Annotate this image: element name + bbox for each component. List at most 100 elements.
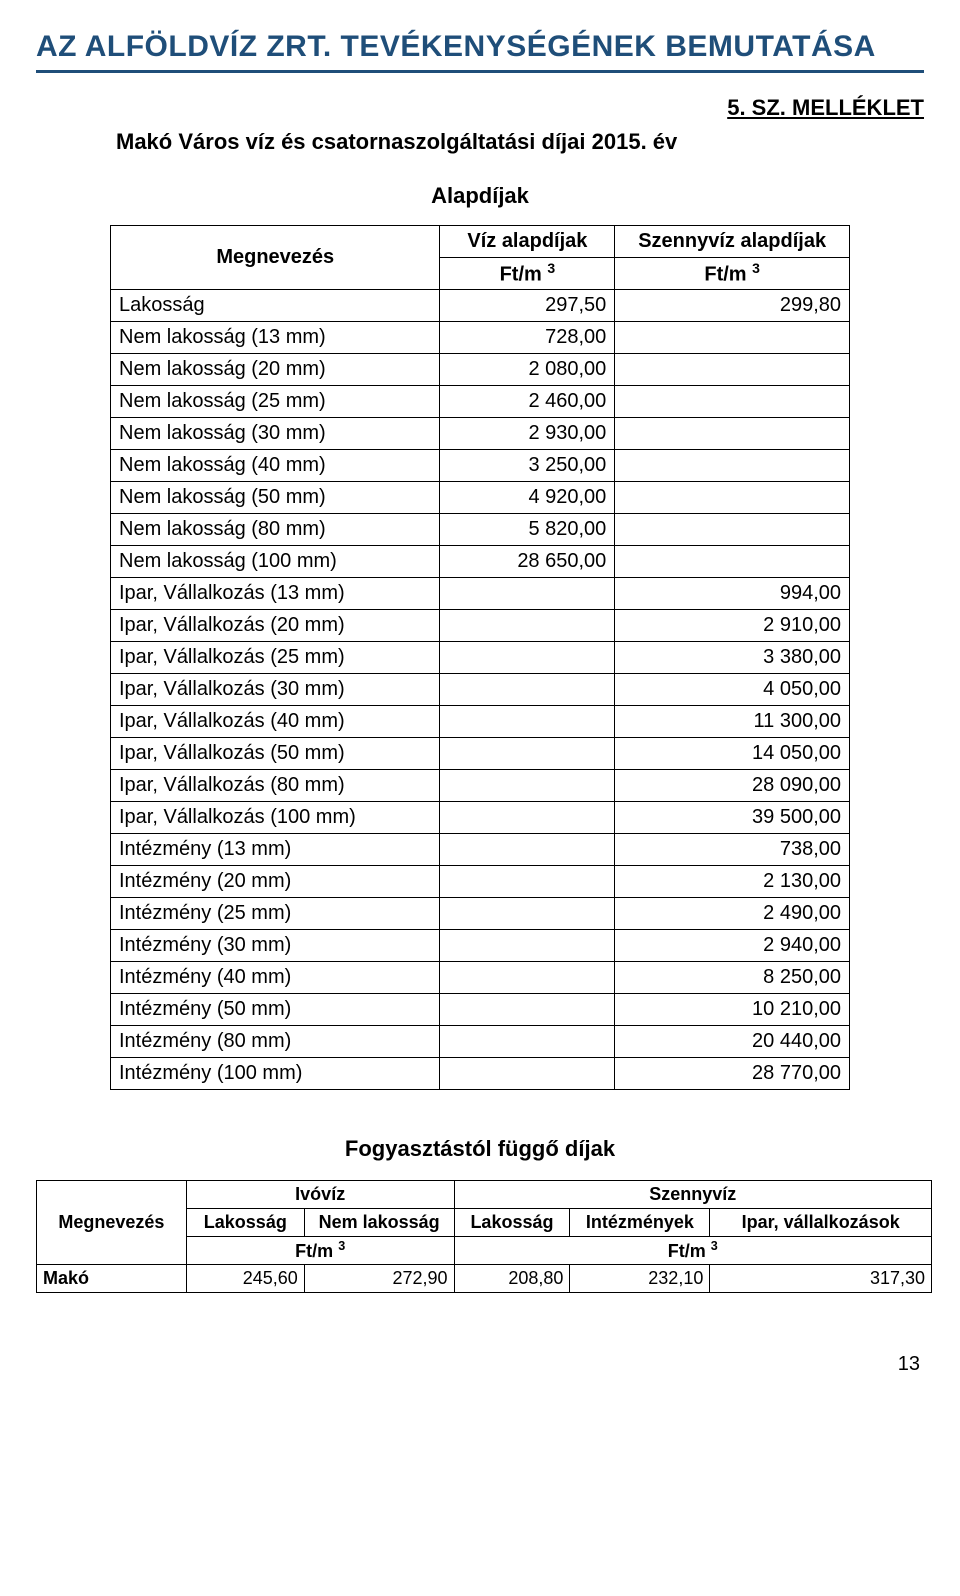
viz-value: 2 460,00 — [440, 386, 615, 418]
col-szenny-unit: Ft/m 3 — [615, 258, 850, 290]
cons-col-intezmenyek: Intézmények — [570, 1209, 710, 1237]
row-label: Ipar, Vállalkozás (100 mm) — [111, 802, 440, 834]
row-label: Intézmény (30 mm) — [111, 930, 440, 962]
szennyviz-value: 28 770,00 — [615, 1058, 850, 1090]
cons-group-ivoviz: Ivóvíz — [186, 1181, 454, 1209]
cons-col-lakossag-1: Lakosság — [186, 1209, 304, 1237]
row-label: Lakosság — [111, 290, 440, 322]
col-viz-unit: Ft/m 3 — [440, 258, 615, 290]
cons-col-lakossag-2: Lakosság — [454, 1209, 570, 1237]
table-row: Ipar, Vállalkozás (13 mm) 994,00 — [111, 578, 850, 610]
szennyviz-value — [615, 354, 850, 386]
szennyviz-value: 10 210,00 — [615, 994, 850, 1026]
szennyviz-value: 2 130,00 — [615, 866, 850, 898]
szennyviz-value: 2 490,00 — [615, 898, 850, 930]
row-label: Intézmény (13 mm) — [111, 834, 440, 866]
row-label: Intézmény (50 mm) — [111, 994, 440, 1026]
page-title: AZ ALFÖLDVÍZ ZRT. TEVÉKENYSÉGÉNEK BEMUTA… — [36, 30, 924, 64]
viz-value: 3 250,00 — [440, 450, 615, 482]
row-label: Ipar, Vállalkozás (13 mm) — [111, 578, 440, 610]
cons-unit-szennyviz: Ft/m 3 — [454, 1237, 931, 1265]
table-row: Nem lakosság (20 mm)2 080,00 — [111, 354, 850, 386]
page-number: 13 — [36, 1353, 924, 1376]
table-row: Nem lakosság (13 mm)728,00 — [111, 322, 850, 354]
szennyviz-value: 2 910,00 — [615, 610, 850, 642]
title-underline — [36, 70, 924, 73]
szennyviz-value: 39 500,00 — [615, 802, 850, 834]
viz-value — [440, 610, 615, 642]
table-row: Ipar, Vállalkozás (100 mm) 39 500,00 — [111, 802, 850, 834]
cons-group-szennyviz: Szennyvíz — [454, 1181, 931, 1209]
col-viz-alapdijak: Víz alapdíjak — [440, 226, 615, 258]
row-label: Makó — [37, 1265, 187, 1293]
table-row: Nem lakosság (30 mm)2 930,00 — [111, 418, 850, 450]
viz-value: 5 820,00 — [440, 514, 615, 546]
cons-col-nemlakossag: Nem lakosság — [304, 1209, 454, 1237]
table-row: Intézmény (20 mm) 2 130,00 — [111, 866, 850, 898]
row-label: Nem lakosság (50 mm) — [111, 482, 440, 514]
viz-value — [440, 898, 615, 930]
viz-value — [440, 834, 615, 866]
table-row: Nem lakosság (80 mm)5 820,00 — [111, 514, 850, 546]
viz-value — [440, 802, 615, 834]
ivoviz-nemlakossag: 272,90 — [304, 1265, 454, 1293]
table-row: Ipar, Vállalkozás (25 mm)3 380,00 — [111, 642, 850, 674]
row-label: Nem lakosság (25 mm) — [111, 386, 440, 418]
annex-label: 5. SZ. MELLÉKLET — [727, 95, 924, 120]
row-label: Ipar, Vállalkozás (20 mm) — [111, 610, 440, 642]
table-row: Ipar, Vállalkozás (40 mm) 11 300,00 — [111, 706, 850, 738]
viz-value — [440, 866, 615, 898]
szennyviz-value — [615, 418, 850, 450]
szennyviz-value — [615, 482, 850, 514]
szennyviz-value: 8 250,00 — [615, 962, 850, 994]
table-row: Makó245,60272,90208,80232,10317,30 — [37, 1265, 932, 1293]
row-label: Intézmény (80 mm) — [111, 1026, 440, 1058]
viz-value: 28 650,00 — [440, 546, 615, 578]
cons-col-megnevezes: Megnevezés — [37, 1181, 187, 1265]
szennyviz-value — [615, 322, 850, 354]
table-row: Nem lakosság (100 mm)28 650,00 — [111, 546, 850, 578]
table-row: Ipar, Vállalkozás (30 mm) 4 050,00 — [111, 674, 850, 706]
consumption-heading: Fogyasztástól függő díjak — [36, 1136, 924, 1162]
table-row: Intézmény (25 mm) 2 490,00 — [111, 898, 850, 930]
szennyviz-value — [615, 546, 850, 578]
szennyviz-value: 299,80 — [615, 290, 850, 322]
table-row: Intézmény (50 mm) 10 210,00 — [111, 994, 850, 1026]
viz-value — [440, 642, 615, 674]
row-label: Nem lakosság (80 mm) — [111, 514, 440, 546]
szennyviz-value: 28 090,00 — [615, 770, 850, 802]
row-label: Nem lakosság (30 mm) — [111, 418, 440, 450]
consumption-table: Megnevezés Ivóvíz Szennyvíz Lakosság Nem… — [36, 1180, 932, 1293]
szennyviz-value: 4 050,00 — [615, 674, 850, 706]
table-row: Intézmény (40 mm)8 250,00 — [111, 962, 850, 994]
szenny-lakossag: 208,80 — [454, 1265, 570, 1293]
szennyviz-value — [615, 514, 850, 546]
base-fees-heading: Alapdíjak — [36, 183, 924, 209]
viz-value — [440, 674, 615, 706]
viz-value — [440, 994, 615, 1026]
szennyviz-value: 20 440,00 — [615, 1026, 850, 1058]
szennyviz-value: 3 380,00 — [615, 642, 850, 674]
table-row: Intézmény (80 mm) 20 440,00 — [111, 1026, 850, 1058]
viz-value: 297,50 — [440, 290, 615, 322]
table-row: Nem lakosság (25 mm)2 460,00 — [111, 386, 850, 418]
viz-value — [440, 706, 615, 738]
szennyviz-value: 11 300,00 — [615, 706, 850, 738]
row-label: Intézmény (25 mm) — [111, 898, 440, 930]
row-label: Ipar, Vállalkozás (30 mm) — [111, 674, 440, 706]
szennyviz-value: 738,00 — [615, 834, 850, 866]
row-label: Ipar, Vállalkozás (40 mm) — [111, 706, 440, 738]
row-label: Intézmény (20 mm) — [111, 866, 440, 898]
subtitle: Makó Város víz és csatornaszolgáltatási … — [116, 129, 924, 155]
table-row: Nem lakosság (40 mm)3 250,00 — [111, 450, 850, 482]
viz-value — [440, 962, 615, 994]
szennyviz-value: 994,00 — [615, 578, 850, 610]
row-label: Ipar, Vállalkozás (50 mm) — [111, 738, 440, 770]
viz-value — [440, 770, 615, 802]
row-label: Intézmény (100 mm) — [111, 1058, 440, 1090]
col-megnevezes: Megnevezés — [111, 226, 440, 290]
szenny-ipar: 317,30 — [710, 1265, 932, 1293]
ivoviz-lakossag: 245,60 — [186, 1265, 304, 1293]
szennyviz-value — [615, 386, 850, 418]
table-row: Intézmény (30 mm)2 940,00 — [111, 930, 850, 962]
